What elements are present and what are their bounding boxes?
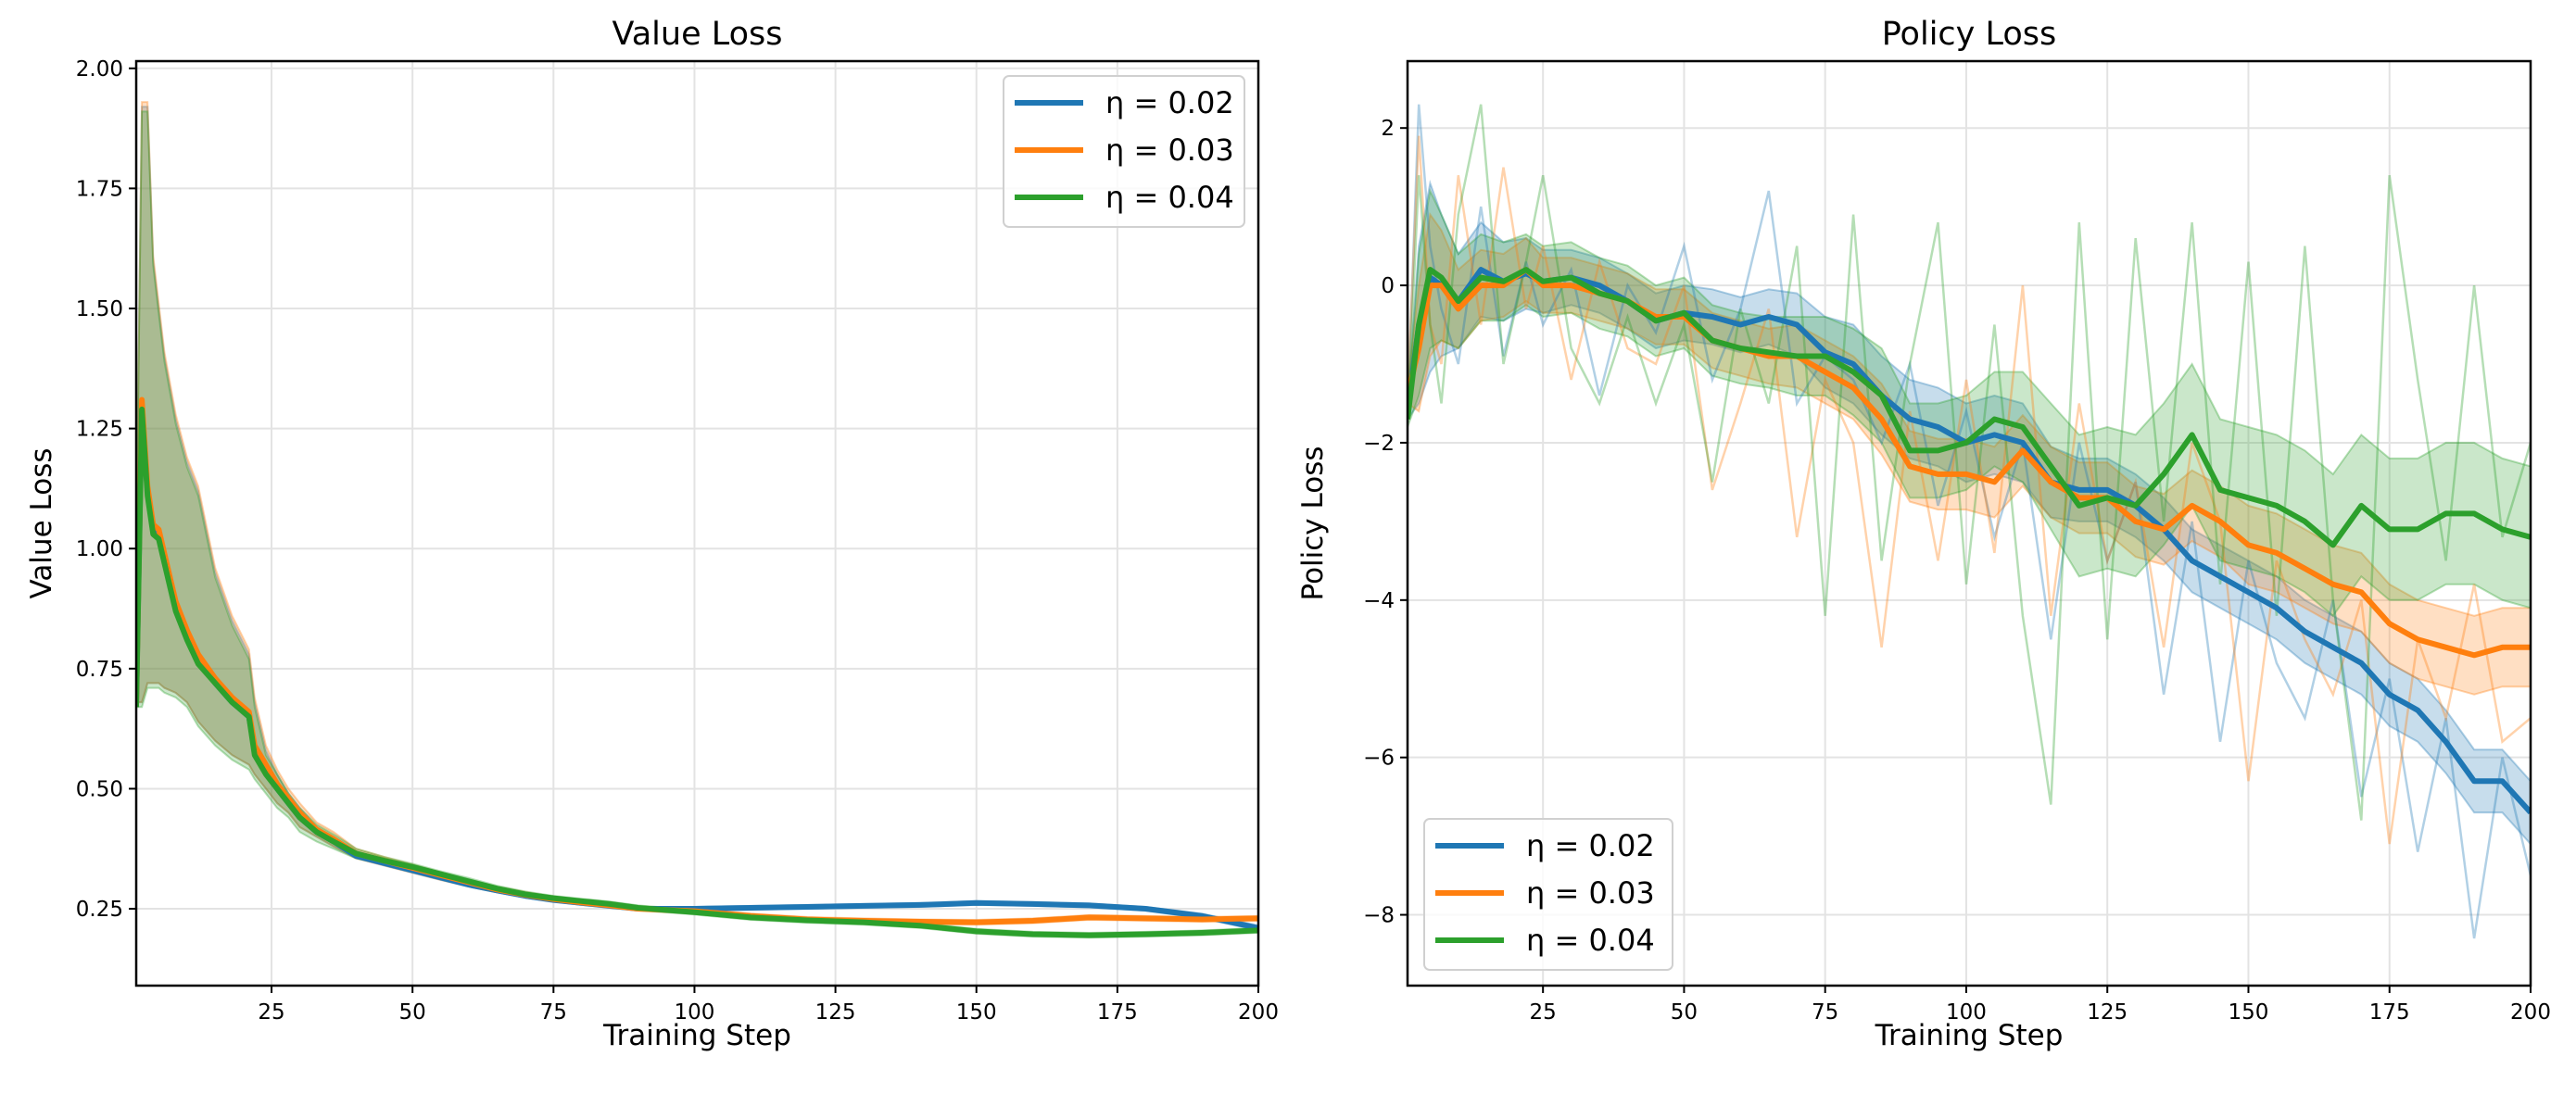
x-tick-label: 125 bbox=[2087, 1000, 2128, 1025]
x-tick-label: 175 bbox=[1097, 1000, 1138, 1025]
y-tick-label: 0.50 bbox=[76, 777, 123, 801]
legend-label: η = 0.02 bbox=[1526, 828, 1655, 863]
y-tick-label: 0.25 bbox=[76, 898, 123, 922]
x-tick-label: 100 bbox=[675, 1000, 715, 1025]
y-tick-label: 0 bbox=[1381, 274, 1395, 298]
plot-area bbox=[1408, 104, 2531, 939]
legend-box bbox=[1003, 75, 1245, 228]
x-tick-label: 175 bbox=[2369, 1000, 2410, 1025]
legend-label: η = 0.02 bbox=[1105, 85, 1234, 120]
y-tick-label: −6 bbox=[1363, 747, 1395, 771]
x-tick-label: 200 bbox=[2510, 1000, 2551, 1025]
legend: η = 0.02 η = 0.03 η = 0.04 bbox=[1423, 818, 1673, 971]
x-tick-label: 150 bbox=[2229, 1000, 2269, 1025]
y-tick-label: 1.75 bbox=[76, 177, 123, 201]
y-axis-label: Value Loss bbox=[25, 448, 58, 599]
mean-line-series-2 bbox=[1408, 267, 2531, 548]
legend-label: η = 0.04 bbox=[1526, 923, 1655, 958]
x-tick-label: 75 bbox=[540, 1000, 567, 1025]
band-series-1 bbox=[136, 101, 1258, 926]
band-series-0 bbox=[136, 106, 1258, 932]
y-tick-label: −2 bbox=[1363, 432, 1395, 456]
y-tick-label: 0.75 bbox=[76, 658, 123, 682]
value-loss-chart: 25 50 75 100 125 150 175 200 0.25 0.50 0.75 1.00 1.2… bbox=[25, 16, 1279, 1052]
band-series-2 bbox=[1408, 187, 2531, 618]
plot-area bbox=[136, 101, 1258, 939]
x-tick-label: 25 bbox=[258, 1000, 284, 1025]
y-tick-label: 1.50 bbox=[76, 297, 123, 321]
x-tick-label: 125 bbox=[815, 1000, 856, 1025]
legend-label: η = 0.03 bbox=[1526, 875, 1655, 911]
y-tick-label: 2.00 bbox=[76, 57, 123, 82]
legend: η = 0.02 η = 0.03 η = 0.04 bbox=[1003, 75, 1245, 228]
legend-label: η = 0.03 bbox=[1105, 132, 1234, 168]
y-axis-label: Policy Loss bbox=[1296, 446, 1330, 600]
x-tick-label: 200 bbox=[1238, 1000, 1279, 1025]
band-series-2 bbox=[136, 110, 1258, 939]
x-tick-label: 50 bbox=[399, 1000, 426, 1025]
axes-frame bbox=[1406, 59, 2532, 987]
band-series-0 bbox=[1408, 179, 2531, 846]
band-series-1 bbox=[1408, 212, 2531, 696]
x-axis-label: Training Step bbox=[1875, 1019, 2064, 1052]
chart-title: Value Loss bbox=[612, 16, 782, 53]
mean-line-series-1 bbox=[136, 396, 1258, 925]
x-tick-label: 75 bbox=[1812, 1000, 1838, 1025]
x-tick-label: 25 bbox=[1530, 1000, 1557, 1025]
raw-line-series-1 bbox=[1408, 135, 2531, 845]
x-tick-label: 100 bbox=[1946, 1000, 1987, 1025]
y-tick-label: −8 bbox=[1363, 904, 1395, 928]
policy-loss-chart: 25 50 75 100 125 150 175 200 −8 −6 −4 −2 0 2 Policy Lo… bbox=[1296, 16, 2551, 1052]
chart-title: Policy Loss bbox=[1882, 16, 2057, 53]
x-axis-label: Training Step bbox=[602, 1019, 791, 1052]
y-tick-label: −4 bbox=[1363, 589, 1395, 613]
x-tick-label: 50 bbox=[1671, 1000, 1698, 1025]
legend-label: η = 0.04 bbox=[1105, 180, 1234, 215]
axes-frame bbox=[134, 59, 1260, 987]
mean-line-series-0 bbox=[136, 401, 1258, 931]
x-tick-label: 150 bbox=[956, 1000, 997, 1025]
mean-line-series-2 bbox=[136, 406, 1258, 938]
y-tick-label: 2 bbox=[1381, 117, 1395, 141]
legend-box bbox=[1423, 818, 1673, 971]
y-tick-label: 1.25 bbox=[76, 418, 123, 442]
y-tick-label: 1.00 bbox=[76, 537, 123, 561]
